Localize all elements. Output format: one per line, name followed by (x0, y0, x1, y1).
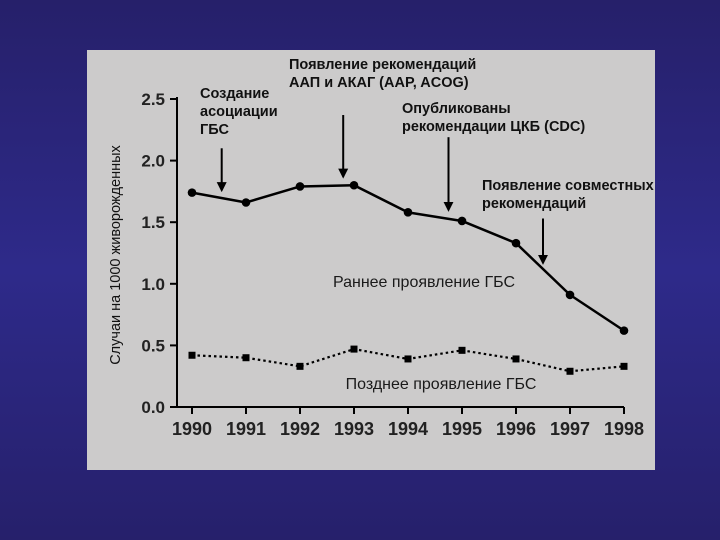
data-point (187, 188, 197, 197)
data-point (566, 367, 574, 375)
y-tick-label: 1.5 (141, 213, 165, 232)
x-tick-label: 1990 (172, 419, 212, 439)
data-point (296, 362, 304, 370)
data-point (404, 355, 412, 363)
data-point (458, 346, 466, 354)
y-axis-label: Случаи на 1000 живорожденных (108, 144, 124, 364)
x-tick-label: 1992 (280, 419, 320, 439)
data-point (188, 351, 196, 359)
x-tick-label: 1994 (388, 419, 428, 439)
annotation-4: Появление совместных рекомендаций (482, 178, 654, 265)
x-tick-label: 1997 (550, 419, 590, 439)
y-tick-label: 2.5 (141, 90, 165, 109)
data-point (512, 355, 520, 363)
chart-annotations: Создание асоциации ГБС Появление рекомендац… (200, 57, 654, 265)
annotation-1: Создание асоциации ГБС (200, 86, 278, 193)
series-label-early: Раннее проявление ГБС (333, 274, 515, 291)
y-tick-label: 2.0 (141, 152, 165, 171)
y-tick-label: 1.0 (141, 275, 165, 294)
annotation-text-line: ААП и АКАГ (AAP, ACOG) (289, 75, 469, 91)
chart-panel (87, 50, 655, 470)
data-point (565, 290, 575, 300)
x-tick-label: 1995 (442, 419, 482, 439)
annotation-text-line: рекомендации ЦКБ (CDC) (402, 119, 585, 135)
x-tick-label: 1991 (226, 419, 266, 439)
y-tick-label: 0.0 (141, 398, 165, 417)
data-point (241, 198, 251, 207)
chart-axes: 0.0 0.5 1.0 1.5 2.0 2.5 1990 1991 1992 1993 1994 19… (141, 90, 644, 439)
annotation-text-line: Создание (200, 86, 269, 102)
data-point (619, 326, 629, 335)
chart-series: Раннее проявление ГБС Позднее проявление … (187, 180, 629, 393)
annotation-3: Опубликованы рекомендации ЦКБ (CDC) (402, 101, 585, 212)
data-point (349, 180, 359, 190)
data-point (242, 354, 250, 362)
annotation-text-line: Опубликованы (402, 101, 511, 117)
annotation-text-line: ГБС (200, 122, 229, 138)
data-point (403, 208, 413, 217)
x-tick-label: 1996 (496, 419, 536, 439)
annotation-text-line: рекомендаций (482, 196, 586, 212)
x-tick-label: 1998 (604, 419, 644, 439)
annotation-text-line: Появление рекомендаций (289, 57, 476, 73)
data-point (620, 362, 628, 370)
annotation-text-line: Появление совместных (482, 178, 654, 194)
y-tick-label: 0.5 (141, 336, 165, 355)
data-point (457, 216, 467, 226)
data-point (511, 238, 521, 248)
data-point (350, 345, 358, 353)
series-label-late: Позднее проявление ГБС (346, 376, 537, 393)
x-tick-label: 1993 (334, 419, 374, 439)
data-point (295, 182, 305, 191)
annotation-text-line: асоциации (200, 104, 278, 120)
annotation-2: Появление рекомендаций ААП и АКАГ (AAP, A… (289, 57, 476, 179)
